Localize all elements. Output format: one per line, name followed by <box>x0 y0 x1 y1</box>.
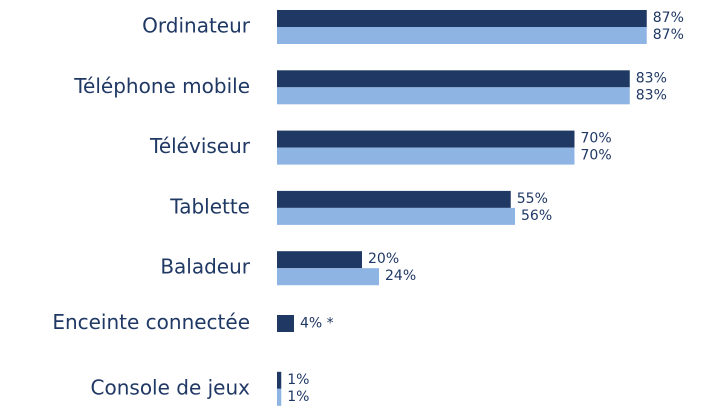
value-label: 87% <box>653 10 684 26</box>
value-label: 55% <box>517 191 548 207</box>
category-label: Baladeur <box>160 255 250 279</box>
bar <box>277 207 515 225</box>
value-label: 1% <box>287 389 309 405</box>
bar <box>277 315 294 332</box>
value-label: 87% <box>653 27 684 43</box>
value-label: 56% <box>521 208 552 224</box>
value-label: 24% <box>385 268 416 284</box>
category-label: Téléviseur <box>149 134 251 158</box>
bar <box>277 130 575 148</box>
category-label: Enceinte connectée <box>52 310 250 334</box>
category-label: Tablette <box>169 194 250 218</box>
category-label: Console de jeux <box>91 375 251 399</box>
bar <box>277 10 647 27</box>
bar <box>277 87 630 105</box>
value-label: 70% <box>581 131 612 147</box>
bar <box>277 268 379 286</box>
value-label: 70% <box>581 148 612 164</box>
category-label: Téléphone mobile <box>73 74 250 98</box>
value-label: 1% <box>287 372 309 388</box>
category-label: Ordinateur <box>142 14 251 38</box>
bar <box>277 27 647 44</box>
bar <box>277 70 630 88</box>
bar <box>277 388 282 406</box>
value-label: 4% * <box>300 316 334 332</box>
bar <box>277 147 575 165</box>
bar <box>277 371 282 389</box>
value-label: 20% <box>368 251 399 267</box>
value-label: 83% <box>636 87 667 103</box>
bar <box>277 190 511 208</box>
bar <box>277 251 362 269</box>
value-label: 83% <box>636 70 667 86</box>
